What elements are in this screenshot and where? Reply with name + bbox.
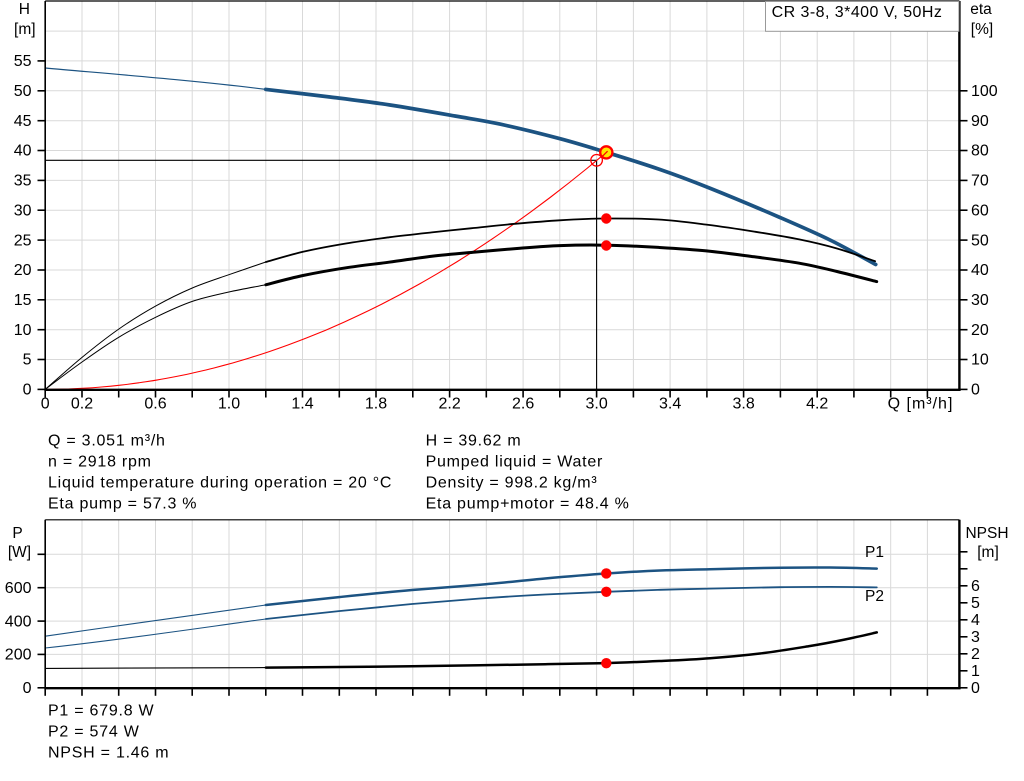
svg-text:Liquid temperature during oper: Liquid temperature during operation = 20… (48, 475, 392, 492)
svg-text:90: 90 (971, 113, 989, 130)
svg-text:Eta pump+motor = 48.4 %: Eta pump+motor = 48.4 % (426, 496, 630, 513)
svg-text:5: 5 (23, 352, 32, 369)
svg-text:10: 10 (14, 322, 32, 339)
svg-text:0: 0 (23, 382, 32, 399)
svg-text:0: 0 (23, 680, 32, 697)
svg-text:[m]: [m] (14, 21, 36, 38)
svg-text:Q [m³/h]: Q [m³/h] (888, 396, 954, 413)
svg-text:Density = 998.2 kg/m³: Density = 998.2 kg/m³ (426, 475, 598, 492)
svg-text:200: 200 (5, 647, 32, 664)
svg-text:2.2: 2.2 (438, 396, 460, 413)
svg-text:2: 2 (971, 646, 980, 663)
svg-text:3.4: 3.4 (659, 396, 681, 413)
svg-text:Pumped liquid = Water: Pumped liquid = Water (426, 453, 603, 470)
svg-text:20: 20 (971, 322, 989, 339)
svg-text:NPSH = 1.46 m: NPSH = 1.46 m (48, 745, 169, 762)
svg-text:0: 0 (971, 680, 980, 697)
svg-text:Eta pump = 57.3 %: Eta pump = 57.3 % (48, 496, 197, 513)
svg-text:10: 10 (971, 352, 989, 369)
svg-text:Q = 3.051 m³/h: Q = 3.051 m³/h (48, 432, 166, 449)
svg-text:400: 400 (5, 613, 32, 630)
svg-text:35: 35 (14, 173, 32, 190)
svg-text:P: P (12, 525, 22, 542)
svg-text:0.6: 0.6 (144, 396, 166, 413)
svg-text:3.8: 3.8 (732, 396, 754, 413)
svg-text:P2: P2 (865, 588, 884, 605)
svg-text:80: 80 (971, 143, 989, 160)
svg-text:P1 = 679.8 W: P1 = 679.8 W (48, 702, 155, 719)
svg-text:3.0: 3.0 (585, 396, 607, 413)
svg-text:4.2: 4.2 (806, 396, 828, 413)
svg-text:P2 = 574 W: P2 = 574 W (48, 724, 140, 741)
svg-text:1: 1 (971, 663, 980, 680)
svg-text:60: 60 (971, 202, 989, 219)
svg-text:5: 5 (971, 595, 980, 612)
svg-text:n = 2918 rpm: n = 2918 rpm (48, 453, 152, 470)
svg-text:30: 30 (14, 202, 32, 219)
svg-text:[W]: [W] (8, 544, 31, 561)
svg-text:[m]: [m] (977, 544, 999, 561)
svg-text:0.2: 0.2 (71, 396, 93, 413)
svg-text:100: 100 (971, 83, 998, 100)
svg-text:3: 3 (971, 629, 980, 646)
svg-text:15: 15 (14, 292, 32, 309)
svg-text:20: 20 (14, 262, 32, 279)
svg-text:50: 50 (971, 232, 989, 249)
svg-text:P1: P1 (865, 544, 884, 561)
svg-text:600: 600 (5, 580, 32, 597)
svg-text:[%]: [%] (971, 21, 993, 38)
svg-text:4: 4 (971, 612, 980, 629)
svg-text:1.0: 1.0 (218, 396, 240, 413)
svg-text:H: H (19, 1, 30, 18)
svg-text:70: 70 (971, 173, 989, 190)
svg-text:CR 3-8, 3*400 V, 50Hz: CR 3-8, 3*400 V, 50Hz (772, 4, 943, 21)
svg-text:eta: eta (970, 1, 992, 18)
svg-text:45: 45 (14, 113, 32, 130)
svg-text:0: 0 (971, 382, 980, 399)
svg-text:2.6: 2.6 (512, 396, 534, 413)
svg-text:H = 39.62 m: H = 39.62 m (426, 432, 522, 449)
svg-text:40: 40 (971, 262, 989, 279)
svg-text:40: 40 (14, 143, 32, 160)
svg-text:6: 6 (971, 578, 980, 595)
svg-text:1.4: 1.4 (291, 396, 313, 413)
svg-text:1.8: 1.8 (365, 396, 387, 413)
svg-text:25: 25 (14, 232, 32, 249)
svg-text:0: 0 (41, 396, 50, 413)
svg-text:30: 30 (971, 292, 989, 309)
svg-text:55: 55 (14, 53, 32, 70)
svg-text:NPSH: NPSH (965, 525, 1008, 542)
svg-text:50: 50 (14, 83, 32, 100)
